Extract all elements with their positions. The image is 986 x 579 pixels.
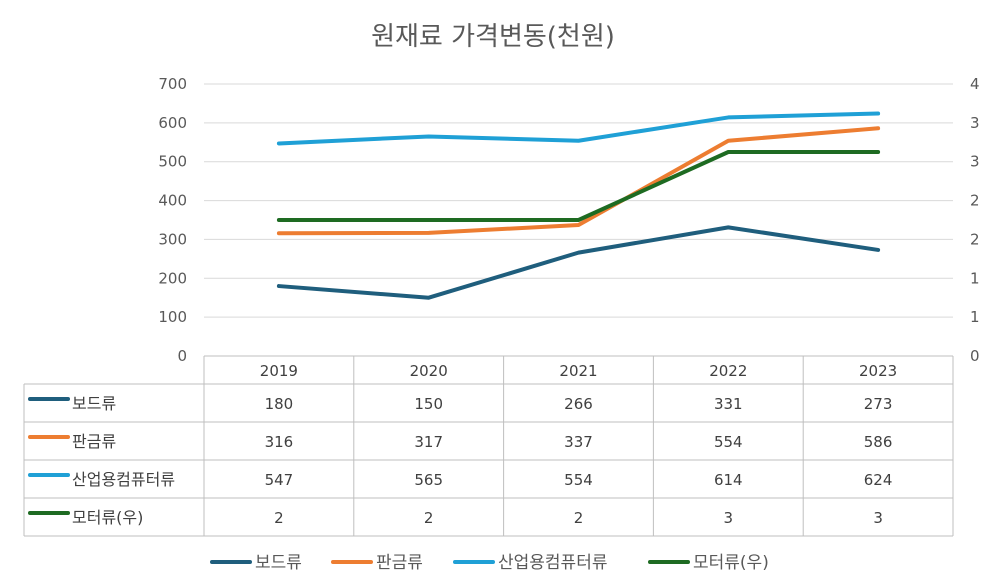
table-cell: 586 bbox=[864, 433, 893, 451]
table-row-label: 모터류(우) bbox=[72, 508, 143, 527]
category-label: 2019 bbox=[260, 362, 298, 380]
right-axis: 0 1 1 2 2 3 3 4 bbox=[970, 75, 980, 365]
left-tick-label: 300 bbox=[158, 230, 187, 248]
left-tick-label: 400 bbox=[158, 192, 187, 210]
table-cell: 554 bbox=[564, 471, 593, 489]
right-tick-label: 0 bbox=[970, 347, 980, 365]
legend-label: 산업용컴퓨터류 bbox=[498, 553, 607, 573]
table-row-label: 보드류 bbox=[72, 394, 116, 413]
left-axis: 0 100 200 300 400 500 600 700 bbox=[158, 75, 187, 365]
table-cell: 3 bbox=[873, 509, 883, 527]
right-tick-label: 1 bbox=[970, 308, 980, 326]
left-tick-label: 700 bbox=[158, 75, 187, 93]
table-cell: 317 bbox=[414, 433, 443, 451]
right-tick-label: 3 bbox=[970, 114, 980, 132]
left-tick-label: 200 bbox=[158, 269, 187, 287]
right-tick-label: 4 bbox=[970, 75, 980, 93]
left-tick-label: 100 bbox=[158, 308, 187, 326]
series-line bbox=[276, 150, 881, 222]
table-cell: 150 bbox=[414, 395, 443, 413]
series-line bbox=[276, 126, 881, 236]
table-row-label: 산업용컴퓨터류 bbox=[72, 470, 175, 489]
series-line bbox=[276, 111, 881, 146]
table-cell: 547 bbox=[265, 471, 294, 489]
table-cell: 624 bbox=[864, 471, 893, 489]
table-cell: 554 bbox=[714, 433, 743, 451]
legend-label: 모터류(우) bbox=[693, 553, 769, 573]
table-cell: 180 bbox=[265, 395, 294, 413]
legend-label: 보드류 bbox=[255, 553, 302, 573]
table-cell: 316 bbox=[265, 433, 294, 451]
table-cell: 3 bbox=[724, 509, 734, 527]
category-label: 2022 bbox=[709, 362, 747, 380]
chart-title: 원재료 가격변동(천원) bbox=[371, 22, 615, 52]
legend-label: 판금류 bbox=[376, 553, 423, 573]
series-lines bbox=[276, 111, 881, 300]
category-label: 2023 bbox=[859, 362, 897, 380]
right-tick-label: 2 bbox=[970, 192, 980, 210]
gridlines bbox=[204, 83, 953, 318]
table-cell: 331 bbox=[714, 395, 743, 413]
table-cell: 2 bbox=[274, 509, 284, 527]
category-label: 2021 bbox=[559, 362, 597, 380]
table-cell: 614 bbox=[714, 471, 743, 489]
left-tick-label: 600 bbox=[158, 114, 187, 132]
right-tick-label: 1 bbox=[970, 269, 980, 287]
table-cell: 273 bbox=[864, 395, 893, 413]
series-line bbox=[276, 225, 881, 300]
category-label: 2020 bbox=[410, 362, 448, 380]
right-tick-label: 3 bbox=[970, 153, 980, 171]
table-cell: 266 bbox=[564, 395, 593, 413]
legend: 보드류 판금류 산업용컴퓨터류 모터류(우) bbox=[210, 553, 769, 573]
table-cell: 2 bbox=[574, 509, 584, 527]
table-cell: 337 bbox=[564, 433, 593, 451]
left-tick-label: 0 bbox=[177, 347, 187, 365]
right-tick-label: 2 bbox=[970, 230, 980, 248]
table-row-label: 판금류 bbox=[72, 432, 116, 451]
table-cell: 565 bbox=[414, 471, 443, 489]
data-table: 2019 2020 2021 2022 2023 보드류 180 150 266 331 273 판금… bbox=[23, 355, 954, 537]
table-cell: 2 bbox=[424, 509, 434, 527]
left-tick-label: 500 bbox=[158, 153, 187, 171]
